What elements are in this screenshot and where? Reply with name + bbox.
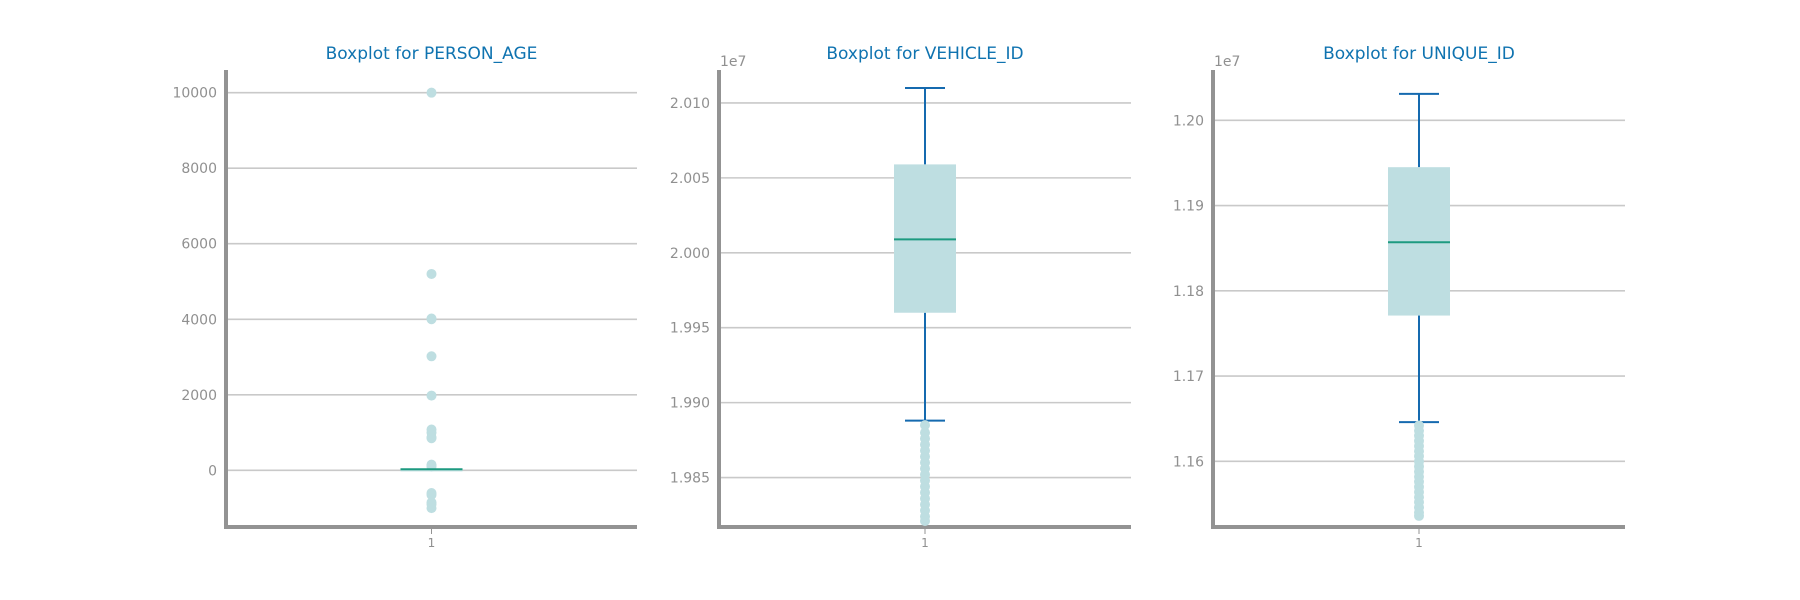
outlier-point bbox=[920, 420, 930, 431]
panel-unique-id: Boxplot for UNIQUE_ID 1e7 1.16 1.17 1.18 1.… bbox=[1173, 44, 1625, 550]
outlier-point bbox=[426, 489, 437, 500]
y-tick-label: 8000 bbox=[181, 161, 217, 177]
chart-title: Boxplot for UNIQUE_ID bbox=[1323, 44, 1515, 64]
y-tick-label: 4000 bbox=[181, 312, 217, 328]
outlier-point bbox=[426, 351, 437, 362]
x-tick-label: 1 bbox=[428, 536, 436, 550]
y-tick-label: 1.16 bbox=[1173, 454, 1204, 470]
y-tick-label: 2.010 bbox=[670, 96, 710, 112]
y-tick-label: 1.18 bbox=[1173, 284, 1204, 300]
outlier-point bbox=[426, 87, 437, 98]
y-tick-label: 1.990 bbox=[670, 396, 710, 412]
y-tick-label: 1.17 bbox=[1173, 369, 1204, 385]
y-tick-label: 1.995 bbox=[670, 321, 710, 337]
y-tick-label: 2.000 bbox=[670, 246, 710, 262]
x-tick-label: 1 bbox=[1415, 536, 1423, 550]
y-tick-label: 0 bbox=[208, 463, 217, 479]
y-tick-label: 6000 bbox=[181, 237, 217, 253]
panel-person-age: Boxplot for PERSON_AGE 0 2000 4000 6000 8000… bbox=[172, 44, 637, 550]
offset-text: 1e7 bbox=[1214, 54, 1240, 70]
panel-vehicle-id: Boxplot for VEHICLE_ID 1e7 1.985 1.990 1.9… bbox=[670, 44, 1131, 550]
offset-text: 1e7 bbox=[720, 54, 746, 70]
outlier-point bbox=[426, 268, 437, 279]
y-tick-label: 2000 bbox=[181, 388, 217, 404]
y-tick-label: 1.985 bbox=[670, 471, 710, 487]
outlier-point bbox=[426, 390, 437, 401]
chart-title: Boxplot for PERSON_AGE bbox=[326, 44, 538, 64]
outlier-point bbox=[1414, 510, 1424, 521]
outlier-point bbox=[426, 433, 437, 444]
y-tick-label: 1.20 bbox=[1173, 113, 1204, 129]
y-tick-label: 2.005 bbox=[670, 171, 710, 187]
x-tick-label: 1 bbox=[921, 536, 929, 550]
outlier-point bbox=[920, 516, 930, 527]
y-tick-label: 10000 bbox=[172, 86, 217, 102]
outlier-point bbox=[426, 314, 437, 325]
outlier-point bbox=[426, 503, 437, 514]
y-tick-label: 1.19 bbox=[1173, 199, 1204, 215]
box-iqr bbox=[400, 469, 463, 472]
chart-title: Boxplot for VEHICLE_ID bbox=[826, 44, 1023, 64]
